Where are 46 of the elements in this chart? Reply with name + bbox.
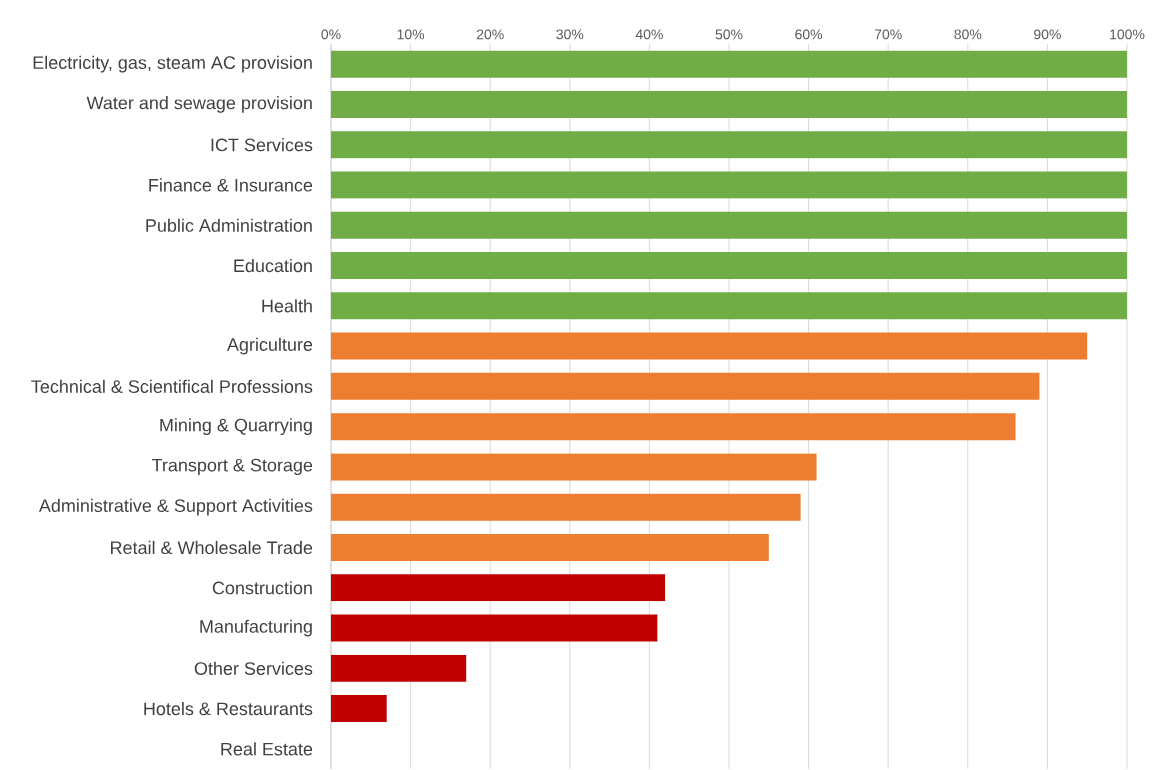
y-tick-label: Water and sewage provision bbox=[86, 96, 312, 113]
bar bbox=[331, 614, 658, 642]
y-tick-label: Other Services bbox=[194, 661, 313, 676]
bar bbox=[331, 131, 1127, 159]
y-tick-label: Education bbox=[234, 259, 312, 273]
y-tick-label: ICT Services bbox=[211, 138, 313, 152]
y-tick-label: Agriculture bbox=[226, 337, 313, 355]
bar bbox=[331, 493, 801, 521]
y-tick-label: Hotels & Restaurants bbox=[144, 702, 313, 716]
bar bbox=[331, 453, 817, 481]
y-tick-label: Mining & Quarrying bbox=[160, 418, 312, 436]
y-tick-label: Finance & Insurance bbox=[149, 178, 313, 192]
bar bbox=[331, 332, 1088, 360]
y-tick-label: Technical & Scientifical Professions bbox=[31, 379, 313, 394]
bar bbox=[331, 292, 1127, 320]
x-tick-label: 80% bbox=[954, 29, 982, 40]
y-tick-label: Real Estate bbox=[221, 742, 313, 756]
y-tick-label: Retail & Wholesale Trade bbox=[111, 541, 313, 555]
x-tick-label: 70% bbox=[874, 29, 902, 40]
y-tick-label: Electricity, gas, steam AC provision bbox=[33, 55, 312, 73]
x-tick-label: 30% bbox=[556, 29, 584, 40]
x-tick-label: 90% bbox=[1034, 29, 1061, 40]
x-tick-label: 40% bbox=[635, 29, 663, 40]
bar bbox=[331, 252, 1127, 280]
x-tick-label: 0% bbox=[321, 29, 341, 40]
bar bbox=[331, 654, 467, 682]
y-tick-label: Administrative & Support Activities bbox=[38, 498, 313, 516]
x-tick-label: 10% bbox=[397, 29, 425, 40]
y-tick-label: Transport & Storage bbox=[151, 458, 313, 476]
bar bbox=[331, 534, 769, 562]
bar bbox=[331, 91, 1127, 119]
bar bbox=[331, 50, 1127, 78]
x-tick-label: 100% bbox=[1110, 29, 1145, 40]
y-tick-label: Manufacturing bbox=[200, 619, 312, 637]
y-tick-label: Construction bbox=[212, 581, 312, 595]
bar bbox=[331, 171, 1127, 199]
x-tick-label: 50% bbox=[715, 29, 743, 40]
bar bbox=[331, 413, 1016, 441]
x-tick-label: 20% bbox=[476, 29, 504, 40]
y-tick-label: Health bbox=[262, 299, 312, 313]
bar bbox=[331, 373, 1040, 401]
bar bbox=[331, 574, 666, 602]
y-tick-label: Public Administration bbox=[146, 218, 312, 233]
x-tick-label: 60% bbox=[795, 29, 823, 40]
bar bbox=[331, 211, 1127, 239]
bar bbox=[331, 695, 387, 723]
